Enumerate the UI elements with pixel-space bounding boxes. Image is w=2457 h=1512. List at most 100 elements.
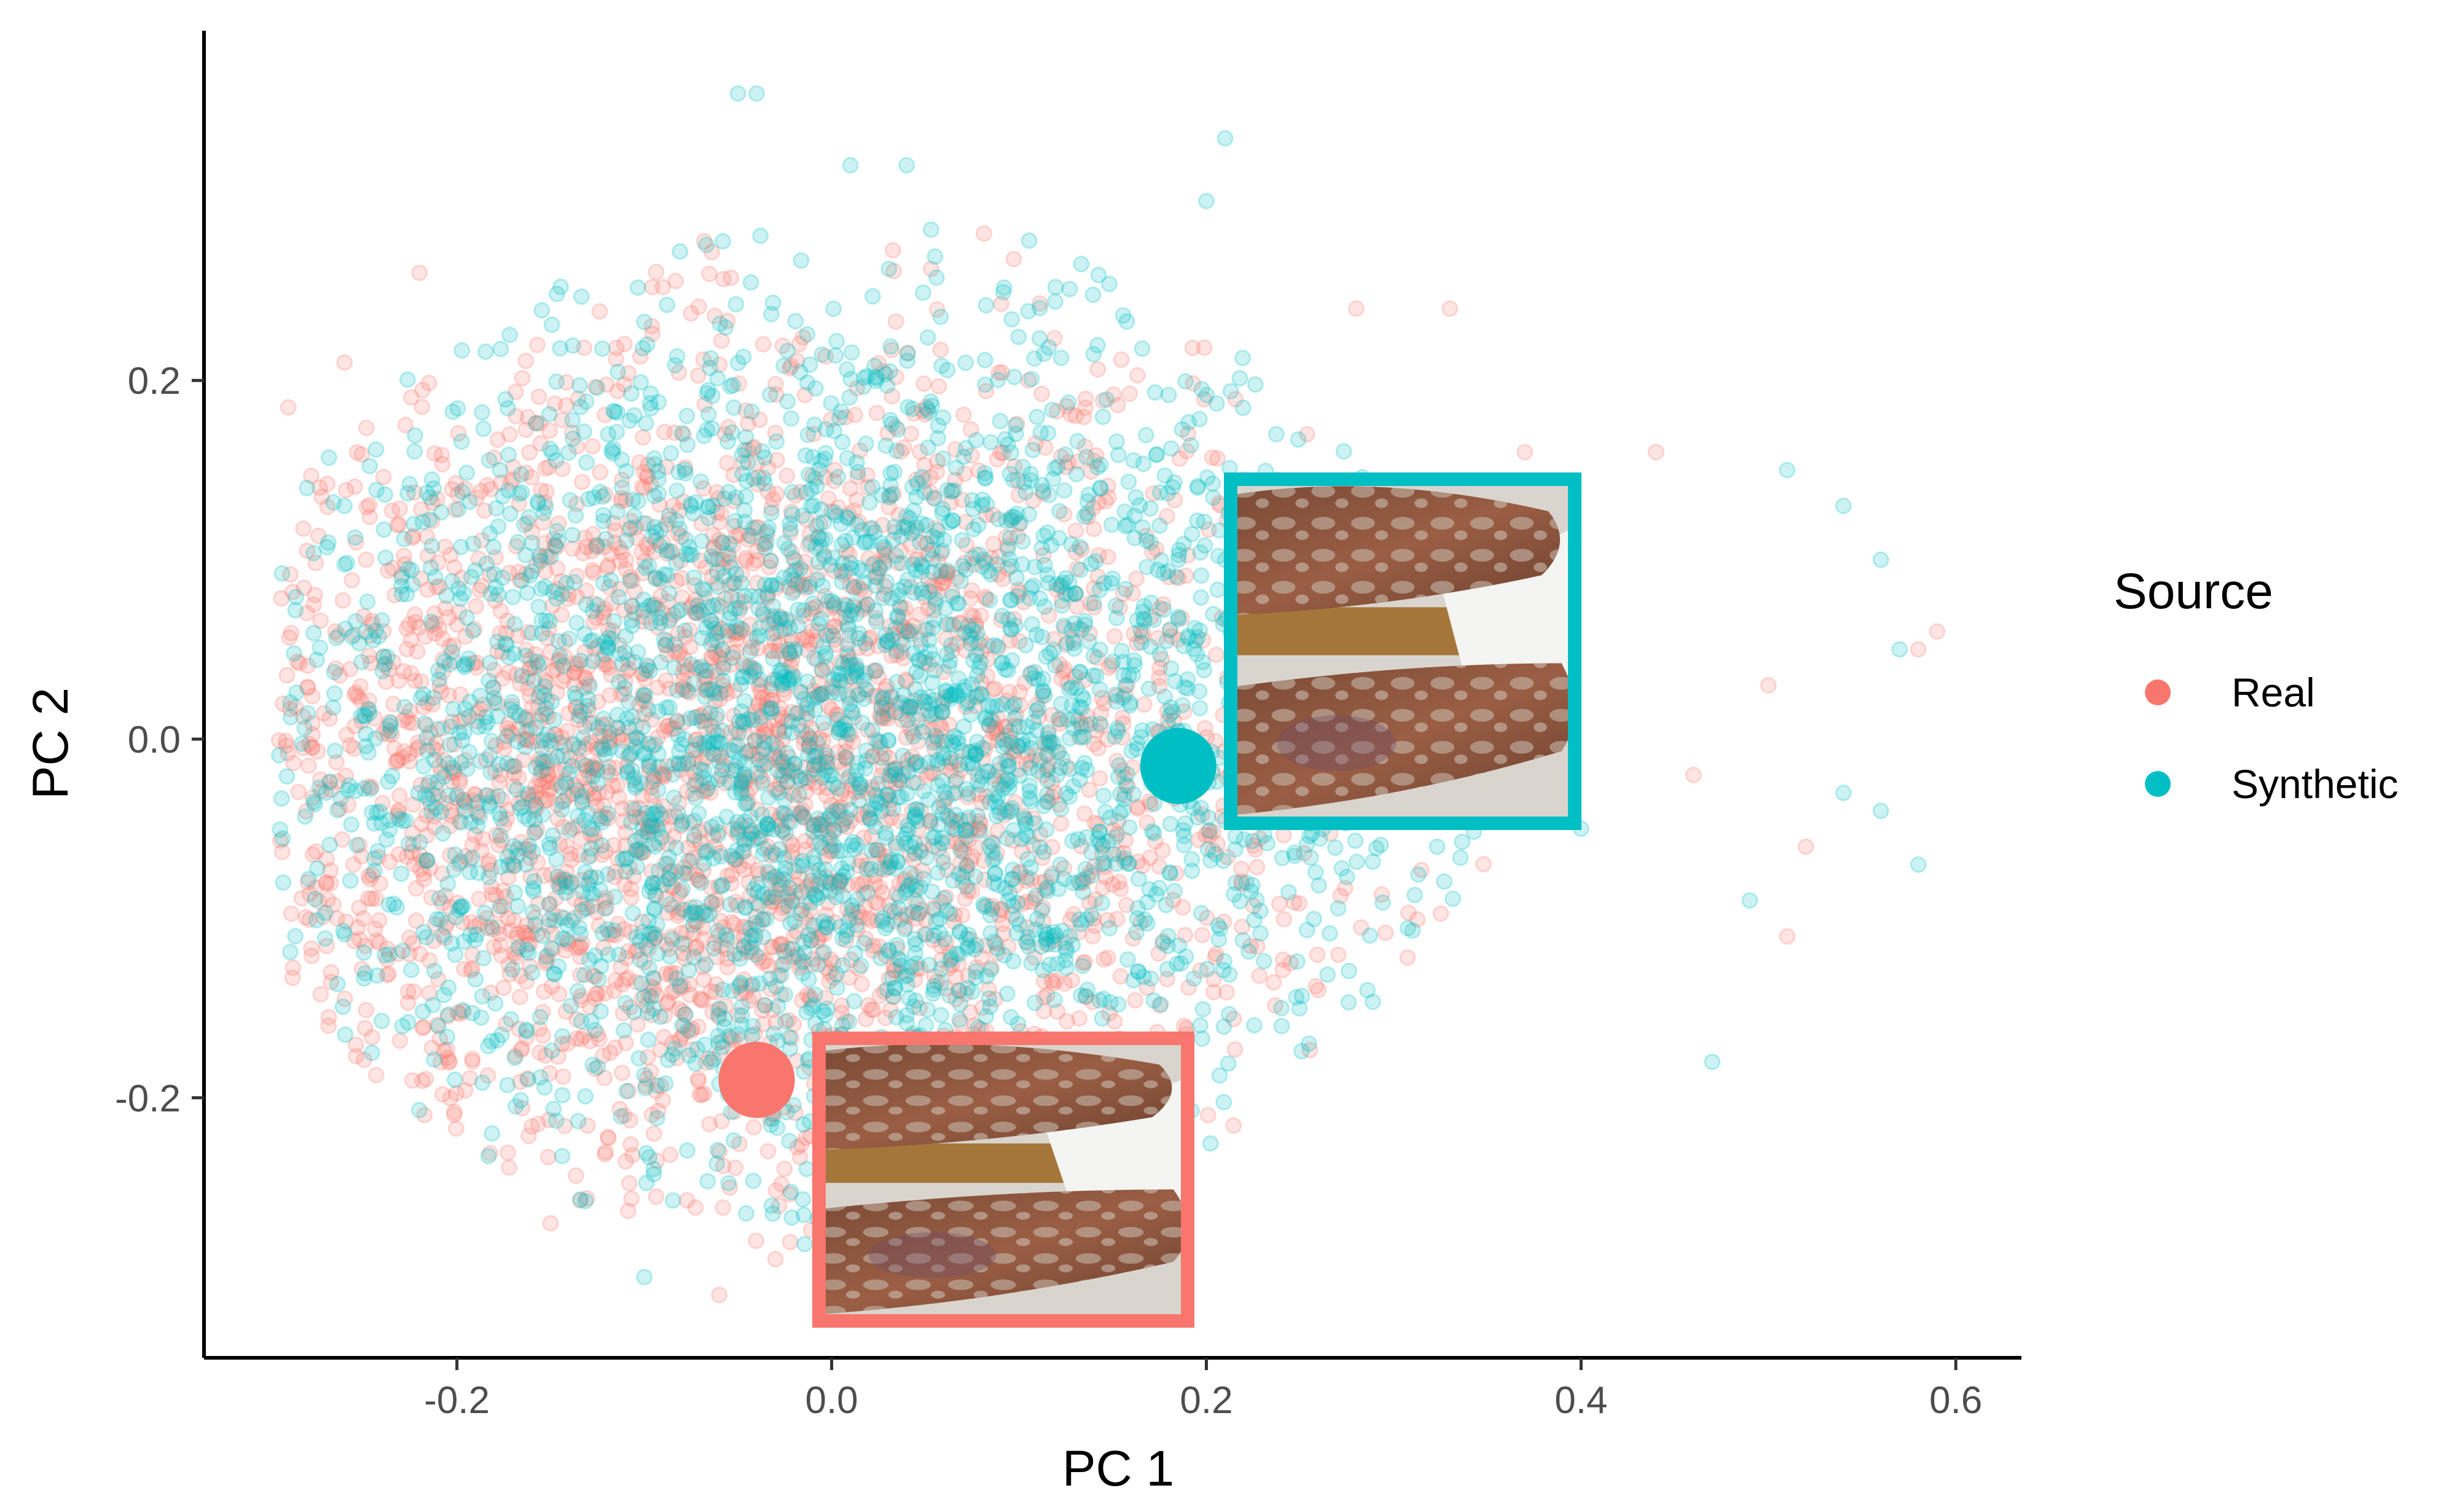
- point-real: [1033, 385, 1050, 402]
- point-synthetic: [1117, 581, 1134, 598]
- point-real: [915, 375, 932, 392]
- point-real: [532, 482, 549, 499]
- point-real: [997, 751, 1014, 769]
- point-synthetic: [665, 789, 683, 806]
- point-real: [1138, 814, 1156, 831]
- point-real: [689, 1070, 707, 1087]
- point-real: [532, 684, 549, 701]
- point-synthetic: [629, 279, 646, 296]
- point-real: [497, 888, 514, 906]
- point-real: [568, 779, 585, 796]
- point-real: [556, 1118, 573, 1135]
- point-real: [528, 799, 545, 817]
- point-synthetic: [1404, 922, 1421, 939]
- point-synthetic: [605, 613, 622, 630]
- point-real: [543, 925, 560, 942]
- point-real: [1409, 911, 1426, 928]
- point-synthetic: [1137, 426, 1154, 444]
- point-synthetic: [1094, 408, 1111, 425]
- point-synthetic: [828, 979, 845, 997]
- point-synthetic: [618, 1083, 635, 1100]
- point-synthetic: [570, 740, 587, 757]
- point-real: [925, 838, 942, 855]
- point-real: [278, 667, 296, 684]
- point-real: [358, 551, 375, 568]
- point-real: [1081, 895, 1098, 912]
- point-real: [608, 350, 624, 367]
- point-real: [450, 603, 468, 621]
- point-real: [539, 630, 556, 647]
- point-real: [530, 1115, 547, 1132]
- point-real: [283, 624, 300, 641]
- point-real: [677, 629, 694, 646]
- point-real: [386, 587, 403, 604]
- point-synthetic: [1003, 311, 1021, 328]
- point-real: [398, 848, 415, 865]
- point-real: [1207, 732, 1224, 750]
- point-real: [849, 468, 866, 485]
- point-synthetic: [1365, 993, 1381, 1011]
- point-synthetic: [907, 801, 925, 818]
- point-real: [794, 329, 812, 346]
- point-synthetic: [1043, 401, 1060, 418]
- point-synthetic: [957, 561, 974, 578]
- point-synthetic: [564, 527, 581, 544]
- point-synthetic: [1063, 536, 1080, 553]
- point-real: [355, 910, 372, 927]
- point-synthetic: [1038, 786, 1056, 804]
- point-real: [612, 958, 629, 976]
- point-real: [675, 493, 692, 510]
- point-real: [1516, 444, 1534, 461]
- point-synthetic: [804, 595, 821, 612]
- point-synthetic: [742, 643, 759, 660]
- point-synthetic: [504, 961, 521, 978]
- point-real: [837, 672, 855, 689]
- point-real: [998, 692, 1016, 710]
- point-real: [284, 969, 301, 987]
- point-real: [728, 623, 745, 640]
- point-synthetic: [966, 868, 984, 885]
- point-real: [922, 469, 939, 486]
- point-real: [790, 704, 807, 721]
- point-real: [847, 406, 863, 423]
- point-real: [671, 756, 688, 773]
- point-real: [404, 1072, 421, 1089]
- point-real: [936, 793, 952, 809]
- point-real: [614, 1064, 631, 1081]
- point-real: [656, 723, 673, 740]
- point-real: [648, 1188, 665, 1205]
- point-real: [647, 1083, 664, 1100]
- point-real: [797, 759, 814, 776]
- point-synthetic: [837, 927, 855, 944]
- point-real: [911, 606, 928, 623]
- point-synthetic: [527, 796, 544, 813]
- point-synthetic: [1121, 819, 1138, 836]
- point-real: [740, 527, 758, 544]
- point-real: [973, 794, 990, 812]
- point-synthetic: [1119, 951, 1136, 968]
- point-real: [826, 472, 843, 490]
- point-synthetic: [485, 565, 503, 582]
- point-real: [455, 1003, 472, 1020]
- point-synthetic: [458, 760, 476, 777]
- point-synthetic: [976, 470, 993, 487]
- point-synthetic: [775, 357, 792, 374]
- point-real: [721, 576, 739, 593]
- point-synthetic: [1084, 286, 1102, 304]
- point-synthetic: [776, 535, 793, 552]
- point-real: [436, 1042, 453, 1059]
- point-real: [514, 370, 531, 386]
- point-real: [758, 698, 775, 715]
- point-synthetic: [550, 958, 567, 975]
- point-real: [711, 514, 728, 531]
- point-real: [415, 871, 433, 888]
- point-real: [589, 985, 606, 1003]
- point-real: [409, 741, 426, 758]
- point-real: [1109, 396, 1126, 413]
- point-real: [400, 714, 417, 731]
- point-real: [525, 825, 543, 842]
- point-synthetic: [1436, 873, 1453, 890]
- point-real: [588, 536, 605, 554]
- point-real: [951, 615, 968, 632]
- point-real: [616, 1107, 633, 1124]
